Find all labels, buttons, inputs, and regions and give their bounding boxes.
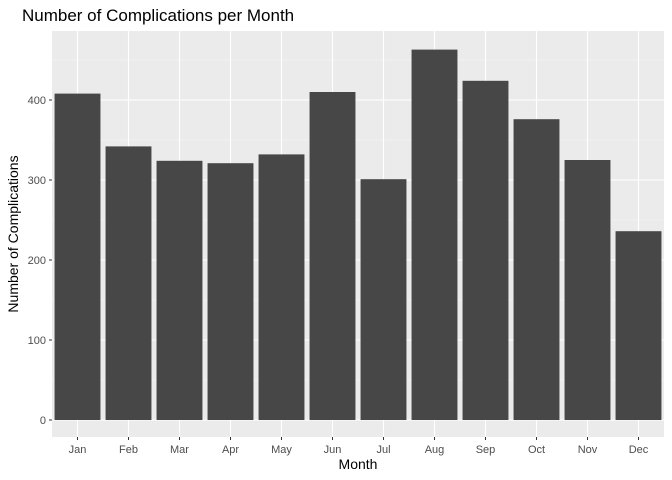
x-tick-label-oct: Oct — [528, 444, 545, 456]
y-axis-title: Number of Complications — [5, 155, 21, 312]
chart-title: Number of Complications per Month — [22, 6, 294, 25]
x-tick-label-dec: Dec — [629, 444, 649, 456]
bar-dec — [615, 231, 662, 420]
x-tick-label-aug: Aug — [425, 444, 445, 456]
bar-jun — [309, 92, 356, 420]
x-tick-label-feb: Feb — [119, 444, 138, 456]
bar-mar — [156, 160, 203, 421]
y-tick-label: 300 — [28, 175, 46, 187]
bar-jan — [54, 93, 101, 420]
y-tick-label: 400 — [28, 95, 46, 107]
y-tick-label: 200 — [28, 255, 46, 267]
x-axis-title: Month — [339, 456, 378, 472]
bar-jul — [360, 179, 407, 420]
bar-apr — [207, 163, 254, 420]
x-tick-label-apr: Apr — [222, 444, 239, 456]
x-tick-label-jan: Jan — [69, 444, 87, 456]
y-axis: 0 100 200 300 400 — [28, 95, 52, 427]
y-tick-label: 100 — [28, 335, 46, 347]
bar-nov — [564, 160, 611, 420]
bar-sep — [462, 80, 509, 421]
bar-aug — [411, 49, 458, 420]
x-tick-label-jun: Jun — [324, 444, 342, 456]
bar-oct — [513, 119, 560, 420]
bar-may — [258, 154, 305, 420]
bars — [54, 49, 662, 421]
x-tick-label-sep: Sep — [476, 444, 496, 456]
x-axis: Jan Feb Mar Apr May Jun Jul Aug Sep Oct Nov Dec — [69, 437, 649, 456]
plot-panel — [52, 31, 664, 437]
x-tick-label-jul: Jul — [376, 444, 390, 456]
y-tick-label: 0 — [40, 415, 46, 427]
x-tick-label-mar: Mar — [170, 444, 189, 456]
x-tick-label-nov: Nov — [578, 444, 598, 456]
x-tick-label-may: May — [271, 444, 292, 456]
bar-feb — [105, 146, 152, 420]
